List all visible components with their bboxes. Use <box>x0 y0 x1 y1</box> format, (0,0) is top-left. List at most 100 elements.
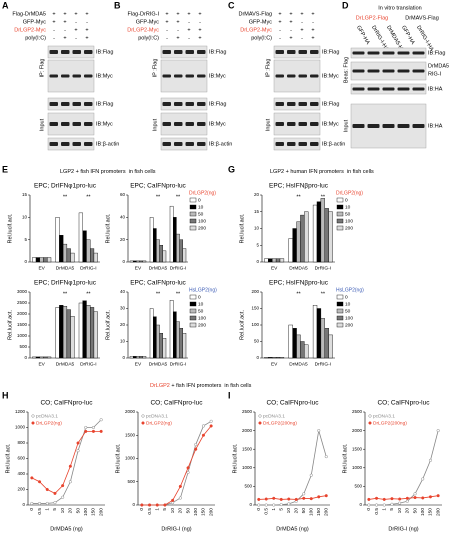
x-tick-label: EV <box>38 265 45 271</box>
bar <box>320 198 325 263</box>
chart-title: CO; CaIFNpro-luc <box>40 400 93 407</box>
chart-title: CO; CaIFNpro-luc <box>150 400 203 407</box>
legend-label: 0 <box>198 197 201 203</box>
point <box>375 496 379 500</box>
bar <box>159 245 164 263</box>
y-tick-label: 0 <box>122 355 125 360</box>
blot-band <box>174 142 183 146</box>
bar <box>156 324 160 359</box>
sign: - <box>166 35 168 41</box>
blot-band <box>412 69 425 73</box>
x-tick-label: DrMDA5 <box>289 265 308 271</box>
bar <box>179 239 184 263</box>
sign: - <box>53 35 55 41</box>
section-text: LGP2 + fish IFN promoters in fish cells <box>60 169 156 175</box>
bar <box>328 334 333 359</box>
sign: + <box>187 27 190 33</box>
row-label: DrLGP2-Myc <box>14 27 46 33</box>
section-text: LGP2 + human IFN promoters in fish cells <box>270 169 374 175</box>
point <box>390 502 394 506</box>
blot-strip <box>273 137 321 151</box>
y-tick-label: 2500 <box>242 409 253 414</box>
bar <box>172 311 177 359</box>
panel-letter: H <box>2 390 9 400</box>
ib-label: IB:Myc <box>322 73 339 79</box>
side-label: IP :Flag <box>152 59 158 78</box>
x-tick-label: 100 <box>83 508 89 516</box>
legend-label: 200 <box>345 225 353 231</box>
y-tick-label: 600 <box>17 456 25 461</box>
bar <box>176 321 180 359</box>
x-label: DrMDA5 (ng) <box>50 526 83 532</box>
legend-label: 50 <box>198 308 204 314</box>
series-line <box>258 495 327 500</box>
y-tick-label: 2000 <box>17 311 28 316</box>
point <box>428 495 433 499</box>
sign: + <box>198 11 201 17</box>
y-tick-label: 200 <box>251 289 259 294</box>
bar <box>288 238 293 263</box>
bar <box>152 316 157 359</box>
sign: + <box>289 19 292 25</box>
y-tick-label: 500 <box>19 344 27 349</box>
y-tick-label: 0 <box>256 259 259 264</box>
blot-band <box>84 102 93 106</box>
annotation: ** <box>296 194 301 200</box>
legend-title: HsLGP2(ng) <box>336 287 364 293</box>
blot-band <box>49 122 58 126</box>
x-tick-label: 1 <box>155 508 161 511</box>
legend-label: 0 <box>198 294 201 300</box>
blot-strip <box>160 97 208 111</box>
legend-swatch <box>189 204 197 210</box>
point <box>324 455 328 459</box>
group-label: DrMAVS-Flag <box>405 15 439 21</box>
column-label: GFP-HA <box>400 25 416 46</box>
x-tick-label: 150 <box>428 508 434 516</box>
sign: - <box>188 35 190 41</box>
sign: - <box>86 19 88 25</box>
point <box>163 503 167 507</box>
bar <box>268 258 273 263</box>
row-label: Flag-DrMDA5 <box>12 11 46 17</box>
point <box>45 487 49 492</box>
bar <box>142 356 147 359</box>
blot-band <box>310 102 319 106</box>
blot-band <box>367 87 380 91</box>
annotation: ** <box>321 194 326 200</box>
y-tick-label: 200 <box>17 487 25 492</box>
y-tick-label: 15 <box>254 209 260 214</box>
sign: + <box>311 11 314 17</box>
blot-strip <box>273 112 321 136</box>
y-tick-label: 40 <box>120 215 126 220</box>
sign: + <box>187 11 190 17</box>
bar <box>139 260 144 263</box>
bar <box>86 305 91 359</box>
side-label: IP: Flag <box>39 59 45 78</box>
blot-strip <box>47 137 95 151</box>
x-tick-label: 50 <box>185 508 191 514</box>
bar <box>55 307 60 359</box>
x-tick-label: DrMDA5 <box>149 265 168 271</box>
x-tick-label: 200 <box>435 508 441 516</box>
x-tick-label: 0 <box>139 508 145 511</box>
point <box>257 503 261 507</box>
blot-band <box>84 74 93 78</box>
ib-label: RIG-I <box>428 71 442 77</box>
x-tick-label: 1 <box>45 508 51 511</box>
chart-title: EPC; HsIFNβpro-luc <box>269 183 329 190</box>
x-tick-label: 100 <box>309 508 315 516</box>
y-label: Rel.lucif.act. <box>232 443 238 473</box>
x-tick-label: 0 <box>256 508 262 511</box>
y-label: Rel.lucif.act. <box>5 443 11 473</box>
blot-band <box>275 102 284 106</box>
point <box>148 503 152 507</box>
blot-band <box>197 142 206 146</box>
blot-band <box>72 142 81 146</box>
sign: - <box>279 35 281 41</box>
chart-title: EPC; HsIFNβpro-luc <box>269 280 329 287</box>
y-tick-label: 0 <box>122 259 125 264</box>
legend-marker <box>368 414 372 418</box>
blot-band <box>287 50 296 54</box>
x-tick-label: 200 <box>98 508 104 516</box>
row-label: GFP-Myc <box>136 19 159 25</box>
